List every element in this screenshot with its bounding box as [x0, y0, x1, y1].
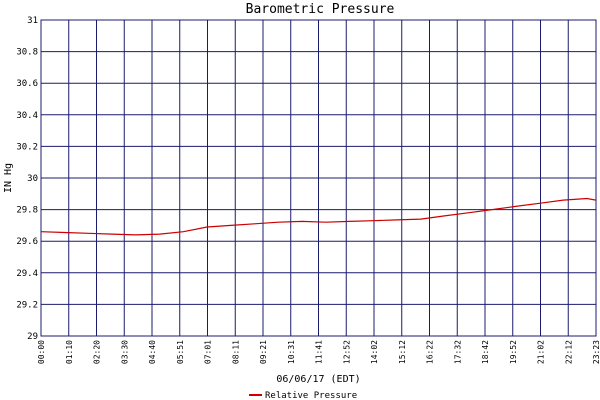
- y-tick-label: 30.2: [16, 142, 38, 152]
- x-tick-label: 15:12: [398, 340, 407, 364]
- grid: [40, 19, 597, 337]
- x-tick-label: 07:01: [204, 340, 213, 364]
- x-tick-label: 22:12: [564, 340, 573, 364]
- y-tick-label: 29.2: [16, 300, 38, 310]
- x-tick-label: 23:23: [592, 340, 600, 364]
- y-tick-label: 30.8: [16, 48, 38, 58]
- x-tick-label: 14:02: [370, 340, 379, 364]
- x-tick-label: 04:40: [148, 340, 157, 364]
- y-tick-label: 30.6: [16, 79, 38, 89]
- x-tick-label: 17:32: [453, 340, 462, 364]
- series-layer: [40, 197, 597, 236]
- y-tick-label: 30.4: [16, 111, 38, 121]
- x-tick-label: 00:00: [37, 340, 46, 364]
- x-tick-label: 21:02: [537, 340, 546, 364]
- x-tick-label: 02:20: [93, 340, 102, 364]
- legend: Relative Pressure: [249, 391, 357, 400]
- y-axis-ticks: 29 29.2 29.4 29.6 29.8 30 30.2 30.4 30.6 30.8 31: [16, 16, 38, 342]
- x-tick-label: 03:30: [120, 340, 129, 364]
- series-line-relative-pressure: [40, 197, 597, 236]
- chart-title: Barometric Pressure: [246, 2, 395, 17]
- x-tick-label: 16:22: [426, 340, 435, 364]
- y-tick-label: 30: [27, 174, 38, 184]
- x-tick-label: 05:51: [176, 340, 185, 364]
- x-tick-label: 18:42: [481, 340, 490, 364]
- x-tick-label: 12:52: [342, 340, 351, 364]
- y-tick-label: 29.8: [16, 206, 38, 216]
- x-tick-label: 01:10: [65, 340, 74, 364]
- legend-label: Relative Pressure: [265, 391, 357, 400]
- y-tick-label: 29: [27, 332, 38, 342]
- x-tick-label: 08:11: [231, 340, 240, 364]
- x-axis-ticks: 00:00 01:10 02:20 03:30 04:40 05:51 07:01 08:11…: [37, 340, 600, 364]
- y-tick-label: 29.4: [16, 269, 38, 279]
- x-axis-label: 06/06/17 (EDT): [276, 374, 360, 385]
- plot-border: [40, 19, 597, 337]
- y-tick-label: 29.6: [16, 237, 38, 247]
- x-tick-label: 19:52: [509, 340, 518, 364]
- x-tick-label: 09:21: [259, 340, 268, 364]
- y-tick-label: 31: [27, 16, 38, 26]
- x-tick-label: 10:31: [287, 340, 296, 364]
- x-tick-label: 11:41: [315, 340, 324, 364]
- y-axis-label: IN Hg: [3, 163, 14, 193]
